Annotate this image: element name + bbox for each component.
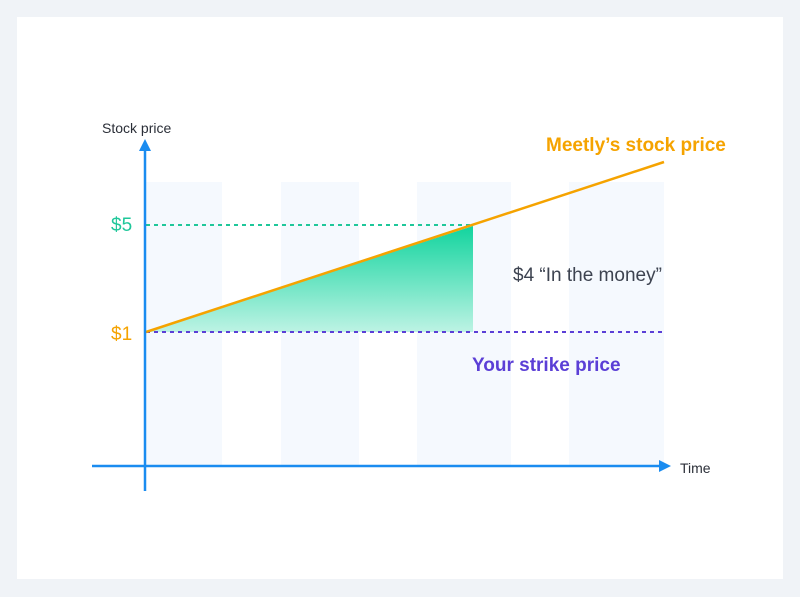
y-axis-arrow-icon — [139, 139, 151, 151]
y-axis-label: Stock price — [102, 120, 171, 136]
background-band — [569, 182, 664, 466]
strike-price-label: Your strike price — [472, 355, 621, 376]
price-low-label: $1 — [111, 324, 132, 345]
in-the-money-label: $4 “In the money” — [513, 265, 662, 286]
stock-price-line — [145, 160, 665, 334]
stock-price-line-label: Meetly’s stock price — [546, 135, 726, 156]
x-axis-label: Time — [680, 460, 711, 476]
x-axis-arrow-icon — [659, 460, 671, 472]
price-high-label: $5 — [111, 215, 132, 236]
